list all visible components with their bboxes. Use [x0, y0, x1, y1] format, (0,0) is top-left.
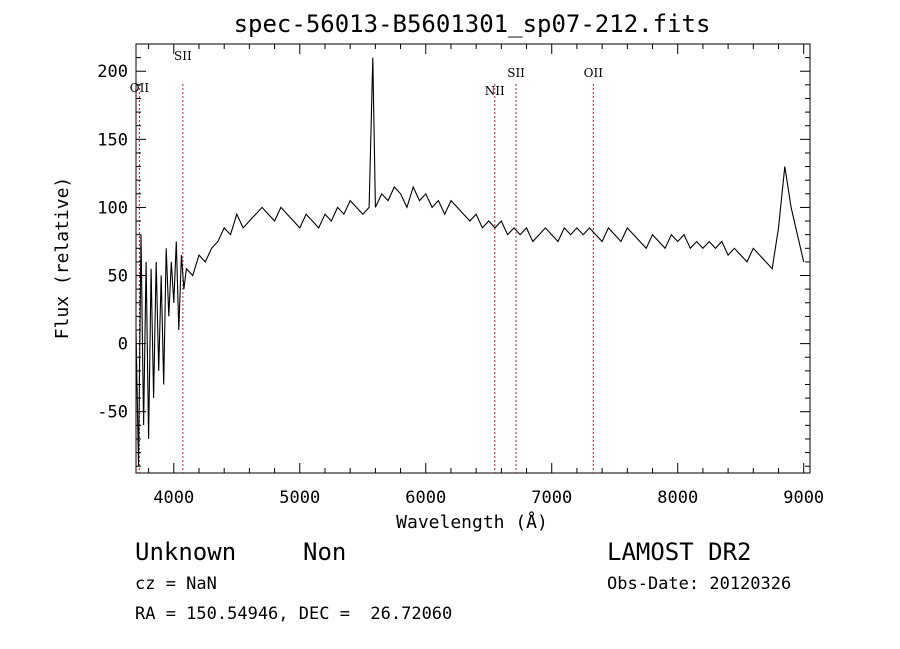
redshift-label: cz = NaN: [135, 574, 217, 594]
spectrum-line: [135, 57, 805, 467]
survey-label: LAMOST DR2: [607, 538, 752, 566]
y-tick-label: 50: [108, 267, 128, 287]
line-marker: OII: [584, 66, 604, 473]
y-tick: 50: [108, 267, 810, 287]
class-label: Unknown: [135, 538, 237, 566]
x-tick: 8000: [657, 44, 698, 508]
x-tick: 4000: [153, 44, 194, 508]
x-tick: 9000: [783, 44, 824, 508]
chart-title: spec-56013-B5601301_sp07-212.fits: [234, 10, 711, 38]
x-tick-label: 7000: [531, 488, 572, 508]
obs-date-label: Obs-Date: 20120326: [607, 574, 792, 594]
x-axis-label: Wavelength (Å): [396, 511, 548, 533]
x-tick-label: 6000: [405, 488, 446, 508]
x-tick-label: 8000: [657, 488, 698, 508]
subclass-label: Non: [303, 538, 347, 566]
line-marker-label: SII: [507, 66, 525, 80]
y-tick: 0: [118, 335, 810, 355]
x-tick: 5000: [279, 44, 320, 508]
axis-ticks: 4000 5000 6000 7000 8000 9000 -50 0 50 100 150 200: [97, 44, 824, 508]
line-marker-label: SII: [174, 49, 192, 63]
line-marker: SII: [174, 49, 192, 473]
y-tick-label: 100: [97, 198, 128, 218]
line-marker-label: NII: [485, 84, 505, 98]
x-tick-label: 5000: [279, 488, 320, 508]
x-tick: 6000: [405, 44, 446, 508]
y-tick: 200: [97, 62, 810, 82]
coords-label: RA = 150.54946, DEC = 26.72060: [135, 604, 453, 624]
y-tick-label: 150: [97, 130, 128, 150]
y-tick-label: -50: [97, 403, 128, 423]
line-marker-label: OII: [130, 81, 150, 95]
x-tick-label: 4000: [153, 488, 194, 508]
plot-frame: [135, 43, 811, 474]
y-tick-label: 200: [97, 62, 128, 82]
x-tick-label: 9000: [783, 488, 824, 508]
y-tick-label: 0: [118, 335, 128, 355]
x-tick: 7000: [531, 44, 572, 508]
y-tick: -50: [97, 403, 810, 423]
line-marker: NII: [485, 84, 505, 473]
y-tick: 150: [97, 130, 810, 150]
line-marker: SII: [507, 66, 525, 473]
line-marker-label: OII: [584, 66, 604, 80]
y-tick: 100: [97, 198, 810, 218]
y-axis-label: Flux (relative): [52, 177, 73, 340]
